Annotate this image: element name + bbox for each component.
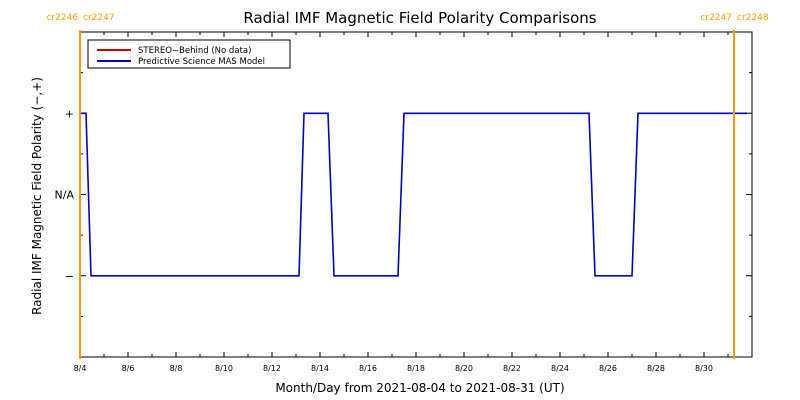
x-tick-label: 8/10	[215, 364, 233, 373]
carrington-label-left: cr2246	[46, 13, 78, 23]
legend-label: Predictive Science MAS Model	[138, 57, 265, 67]
carrington-label-right: cr2247	[83, 13, 115, 23]
series-line-mas-model	[80, 112, 747, 277]
carrington-label-left: cr2247	[700, 13, 732, 23]
x-tick-label: 8/30	[695, 364, 713, 373]
x-tick-label: 8/22	[503, 364, 521, 373]
x-tick-label: 8/20	[455, 364, 473, 373]
legend-label: STEREO−Behind (No data)	[138, 46, 251, 56]
x-tick-label: 8/16	[359, 364, 377, 373]
x-tick-label: 8/14	[311, 364, 329, 373]
x-axis-label: Month/Day from 2021-08-04 to 2021-08-31 …	[275, 381, 564, 395]
y-tick-label: −	[65, 270, 74, 283]
chart-title: Radial IMF Magnetic Field Polarity Compa…	[243, 9, 596, 27]
y-tick-label: +	[65, 107, 74, 120]
plot-frame	[79, 31, 753, 358]
x-tick-label: 8/4	[74, 364, 87, 373]
x-tick-label: 8/6	[122, 364, 135, 373]
x-tick-label: 8/18	[407, 364, 425, 373]
carrington-label-right: cr2248	[737, 13, 769, 23]
y-axis-label: Radial IMF Magnetic Field Polarity (−,+)	[30, 77, 44, 315]
x-tick-label: 8/12	[263, 364, 281, 373]
plot-area: 8/4 8/6 8/8 8/10 8/12 8/14 8/16 8/18 8/20 8/22 8/2…	[46, 13, 768, 373]
legend-box	[87, 39, 291, 69]
x-tick-label: 8/24	[551, 364, 569, 373]
x-tick-label: 8/26	[599, 364, 617, 373]
x-tick-label: 8/8	[170, 364, 183, 373]
y-tick-label: N/A	[55, 189, 75, 202]
x-tick-label: 8/28	[647, 364, 665, 373]
